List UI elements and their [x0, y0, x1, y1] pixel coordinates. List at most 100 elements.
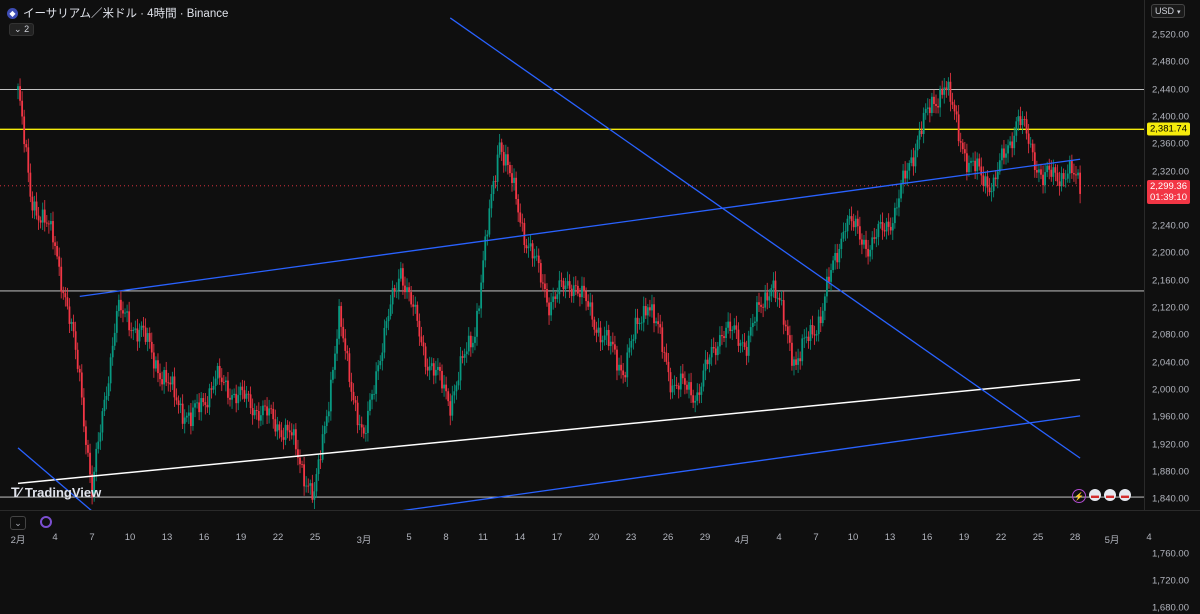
candle-body — [1009, 141, 1012, 146]
candle-body — [671, 385, 674, 393]
last-price: 2,299.36 — [1150, 180, 1187, 192]
expand-icon[interactable]: ⌄ — [10, 516, 26, 530]
candle-body — [414, 304, 417, 307]
candle-body — [531, 243, 534, 259]
candle-body — [939, 88, 942, 108]
candle-body — [537, 255, 540, 264]
collapse-legend-button[interactable]: ⌄ 2 — [9, 23, 35, 36]
candle-body — [710, 347, 713, 358]
candle-body — [618, 364, 620, 371]
candle-body — [420, 336, 423, 343]
price-chart[interactable] — [0, 0, 1144, 510]
candle-body — [229, 397, 231, 400]
candle-body — [309, 483, 312, 486]
candle-body — [171, 376, 174, 385]
candle-body — [434, 369, 437, 376]
bolt-icon[interactable]: ⚡ — [1072, 489, 1086, 503]
candle-body — [731, 329, 734, 332]
candle-body — [801, 338, 804, 362]
chevron-down-icon: ⌄ — [14, 24, 22, 34]
candle-body — [179, 403, 182, 406]
candle-body — [358, 424, 361, 426]
candle-body — [443, 384, 445, 389]
candle-body — [342, 326, 345, 339]
candle-body — [692, 395, 695, 403]
candle-body — [373, 393, 375, 395]
candle-body — [998, 160, 1001, 172]
candle-body — [124, 312, 126, 314]
candle-body — [336, 338, 338, 354]
candle-body — [858, 226, 861, 240]
candle-body — [570, 288, 573, 297]
time-tick-label: 14 — [514, 532, 526, 543]
candle-body — [198, 402, 201, 413]
candle-body — [539, 263, 542, 283]
event-flag-icon[interactable]: ▬ — [1119, 489, 1131, 501]
candle-body — [756, 302, 758, 322]
candle-body — [603, 335, 606, 341]
candle-body — [313, 491, 316, 500]
time-tick-label: 8 — [443, 532, 449, 543]
candle-body — [1056, 172, 1059, 182]
candle-body — [299, 457, 301, 465]
candle-body — [626, 352, 629, 378]
candle-body — [492, 181, 495, 194]
candle-body — [224, 380, 227, 383]
candle-body — [142, 325, 145, 328]
go-to-realtime-icon[interactable] — [40, 516, 52, 528]
event-flag-icon[interactable]: ▬ — [1104, 489, 1116, 501]
candle-body — [157, 360, 159, 374]
candle-body — [463, 354, 466, 358]
candle-body — [758, 302, 760, 305]
currency-selector[interactable]: USD ▾ — [1151, 4, 1185, 18]
candle-body — [418, 320, 421, 337]
candle-body — [173, 376, 176, 398]
candle-body — [721, 335, 723, 337]
candle-body — [1011, 141, 1014, 149]
candle-body — [76, 349, 79, 369]
candle-body — [875, 237, 878, 239]
tradingview-logo-icon: T⁄ — [11, 484, 21, 500]
candle-body — [1066, 173, 1069, 179]
candle-body — [887, 221, 890, 227]
candle-body — [737, 329, 740, 346]
candle-body — [550, 302, 553, 316]
candle-body — [791, 342, 793, 366]
chart-area[interactable]: ◆ イーサリアム／米ドル · 4時間 · Binance ⌄ 2 T⁄ Trad… — [0, 0, 1144, 510]
candle-body — [873, 237, 876, 239]
candle-body — [605, 329, 608, 336]
candle-body — [220, 377, 223, 382]
candle-body — [679, 373, 682, 390]
candle-body — [107, 383, 110, 397]
price-axis[interactable]: USD ▾ 2,520.00 2,480.00 2,440.00 2,400.00 2,3… — [1144, 0, 1200, 614]
time-axis[interactable]: ⌄ 2月 4 7 10 13 16 19 22 25 3月 5 8 11 14 17 20 23 26 29 4月 4 7… — [0, 510, 1200, 548]
candle-body — [634, 317, 637, 340]
candle-body — [43, 209, 46, 223]
candle-body — [496, 154, 499, 182]
candle-body — [1054, 167, 1057, 173]
candle-body — [134, 328, 137, 330]
candle-body — [856, 218, 859, 227]
candle-body — [64, 293, 67, 298]
candle-body — [799, 358, 802, 362]
candle-body — [562, 280, 565, 290]
candle-body — [838, 248, 841, 263]
candle-body — [377, 365, 380, 372]
candle-body — [714, 348, 717, 356]
candle-body — [984, 176, 987, 186]
candle-body — [718, 335, 721, 347]
candle-body — [949, 81, 952, 102]
candle-body — [329, 379, 332, 412]
candle-body — [502, 151, 505, 166]
candle-body — [706, 359, 709, 365]
event-flag-icon[interactable]: ▬ — [1089, 489, 1101, 501]
candle-body — [338, 306, 340, 339]
tradingview-logo[interactable]: T⁄ TradingView — [11, 484, 101, 500]
candle-body — [115, 311, 118, 333]
candle-body — [54, 242, 56, 246]
time-tick-label: 29 — [699, 532, 711, 543]
time-tick-label: 19 — [958, 532, 970, 543]
candle-body — [786, 326, 789, 336]
candle-body — [1033, 152, 1036, 171]
horizontal-line-price-tag: 2,381.74 — [1147, 122, 1190, 136]
